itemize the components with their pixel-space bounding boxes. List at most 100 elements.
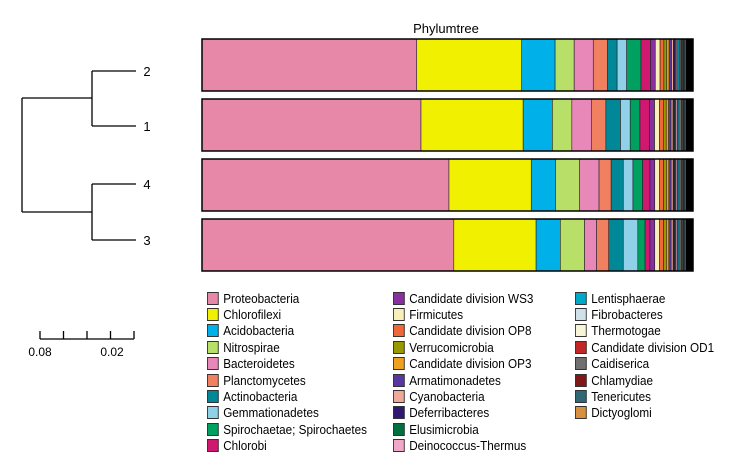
- bar-segment: [608, 218, 624, 272]
- legend-swatch: [393, 324, 405, 338]
- legend-item: Verrucomicrobia: [393, 339, 494, 355]
- legend-label: Tenericutes: [591, 388, 652, 404]
- bar-segment: [552, 98, 573, 152]
- bar-segment: [640, 38, 651, 92]
- legend-label: Candidate division OP3: [409, 356, 532, 372]
- legend-label: Chlorobi: [223, 438, 267, 454]
- bar-segment: [535, 218, 561, 272]
- bar-segment: [659, 98, 664, 152]
- legend-label: Caidiserica: [591, 356, 650, 372]
- legend-label: Candidate division OP8: [409, 323, 532, 339]
- legend-label: Fibrobacteres: [591, 306, 663, 322]
- chart: Phylumtree 2 1 4 3: [21, 21, 694, 272]
- bar-segment: [644, 218, 651, 272]
- legend-label: Lentisphaerae: [591, 290, 666, 306]
- bar-segment: [685, 98, 694, 152]
- legend-label: Chlorofilexi: [223, 306, 282, 322]
- dendrogram-leaf-label: 2: [143, 64, 150, 79]
- legend-label: Thermotogae: [591, 323, 661, 339]
- legend-item: Dictyoglomi: [575, 405, 652, 421]
- legend-label: Cyanobacteria: [409, 388, 485, 404]
- legend-item: Chlorofilexi: [207, 306, 281, 322]
- legend-label: Bacteroidetes: [223, 356, 295, 372]
- legend-label: Acidobacteria: [223, 323, 295, 339]
- bar-segment: [685, 38, 694, 92]
- bar-segment: [639, 98, 650, 152]
- legend-label: Verrucomicrobia: [409, 339, 494, 355]
- legend-item: Spirochaetae; Spirochaetes: [207, 421, 367, 437]
- legend-item: Lentisphaerae: [575, 290, 665, 306]
- bar-segment: [654, 158, 660, 212]
- bar-segment: [663, 158, 667, 212]
- legend-label: Candidate division OD1: [591, 339, 715, 355]
- bar-segment: [201, 158, 450, 212]
- legend-swatch: [207, 406, 219, 420]
- bar-segment: [616, 38, 627, 92]
- legend-swatch: [393, 439, 405, 453]
- legend-label: Planctomycetes: [223, 372, 306, 388]
- legend-swatch: [393, 422, 405, 436]
- bar-row-4: [201, 158, 694, 212]
- bar-segment: [666, 38, 670, 92]
- legend-item: Candidate division WS3: [393, 290, 533, 306]
- legend-swatch: [575, 406, 587, 420]
- legend-label: Deferribacteres: [409, 405, 490, 421]
- bar-segment: [584, 218, 597, 272]
- legend-swatch: [207, 291, 219, 305]
- bar-segment: [416, 38, 522, 92]
- legend-item: Armatimonadetes: [393, 372, 501, 388]
- legend-swatch: [207, 422, 219, 436]
- bar-segment: [685, 218, 694, 272]
- legend-item: Elusimicrobia: [393, 421, 479, 437]
- bar-row-1: [201, 98, 694, 152]
- legend-label: Elusimicrobia: [409, 421, 479, 437]
- legend-label: Deinococcus-Thermus: [409, 438, 527, 454]
- bar-segment: [642, 158, 651, 212]
- bar-segment: [555, 158, 580, 212]
- legend-swatch: [207, 373, 219, 387]
- bar-segment: [573, 38, 594, 92]
- legend-swatch: [393, 357, 405, 371]
- bar-row-3: [201, 218, 694, 272]
- dendrogram-leaf-label: 1: [143, 119, 150, 134]
- dendrogram: 2 1 4 3: [21, 64, 151, 248]
- bar-segment: [605, 98, 621, 152]
- bar-segment: [201, 218, 455, 272]
- legend-label: Chlamydiae: [591, 372, 653, 388]
- bar-segment: [655, 38, 661, 92]
- legend-label: Gemmationadetes: [223, 405, 319, 421]
- legend-label: Candidate division WS3: [409, 290, 534, 306]
- legend-item: Planctomycetes: [207, 372, 306, 388]
- bar-segment: [668, 158, 672, 212]
- legend-item: Chlorobi: [207, 438, 267, 454]
- bar-outline: [201, 38, 694, 92]
- legend-item: Actinobacteria: [207, 388, 297, 404]
- scale-label-left: 0.08: [28, 345, 52, 359]
- bar-segment: [637, 218, 646, 272]
- legend-item: Deferribacteres: [393, 405, 489, 421]
- bar-row-2: [201, 38, 694, 92]
- legend-swatch: [207, 389, 219, 403]
- scale-label-right: 0.02: [100, 345, 124, 359]
- bar-segment: [632, 158, 643, 212]
- legend-swatch: [575, 373, 587, 387]
- bar-segment: [654, 218, 660, 272]
- bar-segment: [420, 98, 524, 152]
- legend-swatch: [575, 357, 587, 371]
- bar-segment: [201, 98, 422, 152]
- legend-swatch: [575, 307, 587, 321]
- legend-label: Proteobacteria: [223, 290, 300, 306]
- bar-segment: [590, 98, 607, 152]
- bar-segment: [663, 38, 668, 92]
- bar-segment: [650, 38, 656, 92]
- bar-segment: [659, 38, 665, 92]
- bar-segment: [560, 218, 585, 272]
- bar-segment: [622, 158, 634, 212]
- legend-swatch: [207, 340, 219, 354]
- legend-swatch: [575, 340, 587, 354]
- bar-segment: [592, 38, 608, 92]
- legend-item: Fibrobacteres: [575, 306, 663, 322]
- legend-item: Nitrospirae: [207, 339, 280, 355]
- bars: [201, 38, 694, 272]
- legend-swatch: [575, 389, 587, 403]
